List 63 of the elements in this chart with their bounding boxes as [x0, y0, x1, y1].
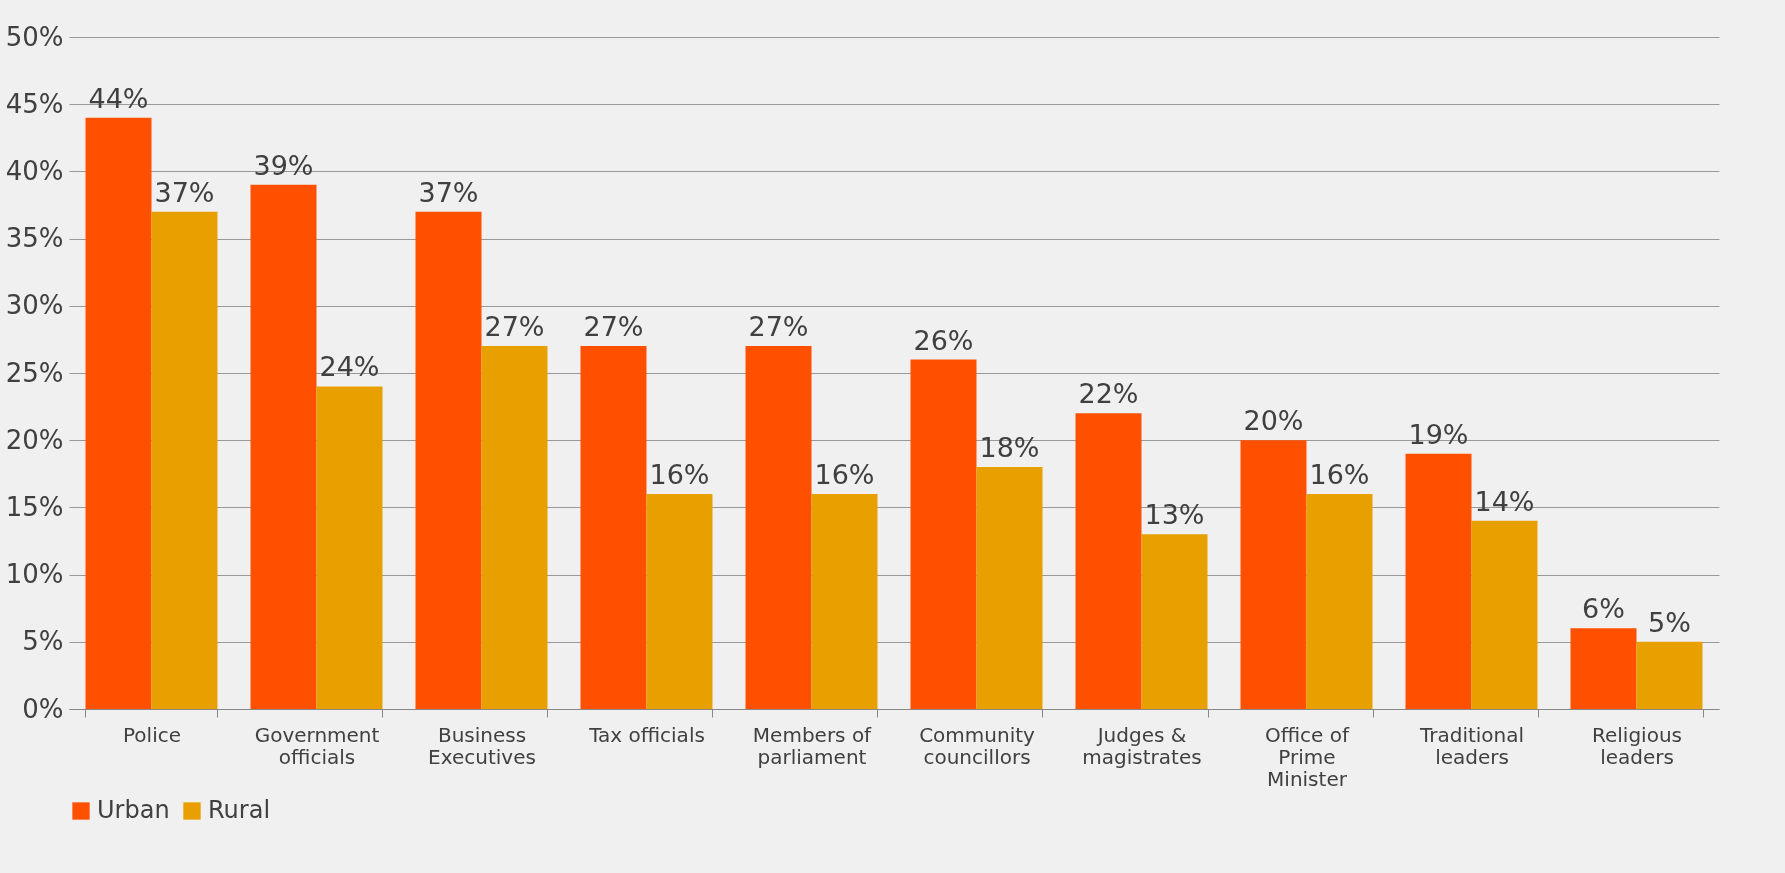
data-label: 24% — [319, 351, 380, 383]
x-tick-label: Tax officials — [588, 722, 705, 747]
legend-label: Urban — [97, 796, 170, 824]
data-label: 16% — [1309, 458, 1370, 490]
data-label: 26% — [913, 324, 974, 356]
x-tick-label: Office of Prime Minister — [1264, 722, 1350, 791]
bar — [1471, 520, 1538, 709]
x-tick-label: Business Executives — [428, 722, 536, 769]
bar — [250, 184, 317, 709]
data-label: 39% — [253, 149, 314, 181]
y-tick-label: 0% — [22, 693, 64, 724]
x-tick-label: Police — [123, 722, 181, 747]
x-tick-label: Judges & magistrates — [1082, 722, 1202, 769]
bar — [1570, 628, 1637, 709]
bar — [481, 346, 548, 709]
x-tick-label: Government officials — [254, 722, 380, 769]
bar — [316, 386, 383, 709]
bar — [151, 211, 218, 709]
data-label: 37% — [154, 176, 215, 208]
y-tick-label: 10% — [5, 559, 64, 590]
x-tick-label: Community councillors — [919, 722, 1036, 769]
data-label: 19% — [1408, 418, 1469, 450]
bar — [811, 493, 878, 709]
bar — [745, 346, 812, 709]
data-label: 14% — [1474, 485, 1535, 517]
bar — [580, 346, 647, 709]
y-tick-label: 20% — [5, 424, 64, 455]
bar — [1240, 440, 1307, 709]
bar — [976, 467, 1043, 709]
bar — [1075, 413, 1142, 709]
data-label: 13% — [1144, 499, 1205, 531]
data-label: 27% — [748, 311, 809, 343]
x-tick-label: Traditional leaders — [1418, 722, 1525, 769]
bar — [415, 211, 482, 709]
bar — [910, 359, 977, 709]
data-label: 22% — [1078, 378, 1139, 410]
y-tick-label: 5% — [22, 626, 64, 657]
y-tick-label: 35% — [5, 223, 64, 254]
y-tick-label: 40% — [5, 155, 64, 186]
x-tick-label: Religious leaders — [1592, 722, 1682, 769]
legend-label: Rural — [208, 796, 271, 824]
data-label: 27% — [583, 311, 644, 343]
data-label: 37% — [418, 176, 479, 208]
data-label: 20% — [1243, 405, 1304, 437]
bar — [1636, 641, 1703, 709]
x-tick-label: Members of parliament — [752, 722, 873, 769]
bar — [646, 493, 713, 709]
bar — [85, 117, 152, 709]
data-label: 6% — [1582, 593, 1625, 625]
bar — [1405, 453, 1472, 709]
y-tick-label: 45% — [5, 88, 64, 119]
y-tick-label: 50% — [5, 21, 64, 52]
data-label: 27% — [484, 311, 545, 343]
data-label: 16% — [814, 458, 875, 490]
bar — [1141, 534, 1208, 709]
data-label: 18% — [979, 432, 1040, 464]
y-tick-label: 25% — [5, 357, 64, 388]
data-label: 16% — [649, 458, 710, 490]
y-tick-label: 30% — [5, 290, 64, 321]
data-label: 5% — [1648, 606, 1691, 638]
y-tick-label: 15% — [5, 491, 64, 522]
data-label: 44% — [88, 82, 149, 114]
bar — [1306, 493, 1373, 709]
